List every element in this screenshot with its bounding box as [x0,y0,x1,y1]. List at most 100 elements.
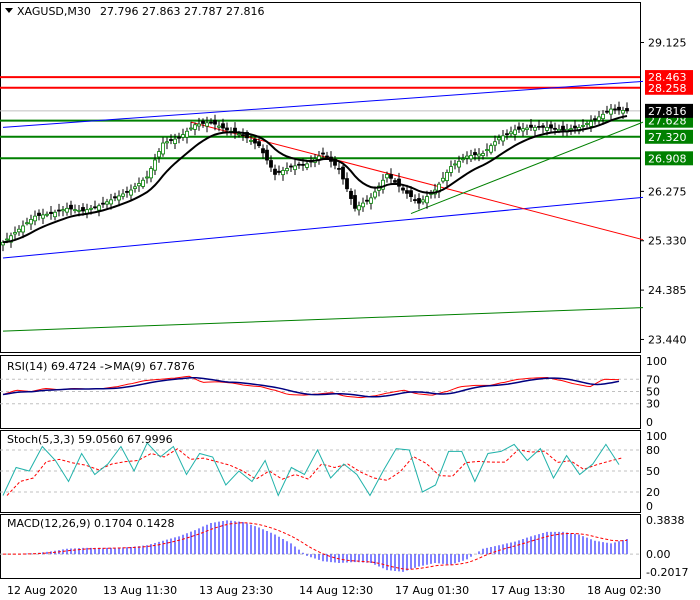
bull-candle [21,225,25,233]
bull-candle [25,222,29,225]
bear-candle [397,178,401,187]
bull-candle [497,137,501,141]
bear-candle [81,207,85,212]
bear-candle [261,148,265,154]
bull-candle [501,135,505,142]
bull-candle [45,213,49,216]
bear-candle [297,163,301,166]
bull-candle [609,108,613,115]
price-frame [0,2,641,353]
trendline [410,121,644,215]
bear-candle [169,139,173,141]
x-tick-label: 13 Aug 11:30 [103,584,177,597]
rsi-label: RSI(14) 69.4724 ->MA(9) 67.7876 [7,360,195,373]
bull-candle [373,191,377,198]
bear-candle [365,199,369,202]
bear-candle [321,152,325,155]
bear-candle [541,125,545,128]
bear-candle [213,119,217,125]
bull-candle [305,163,309,168]
bull-candle [33,215,37,222]
bull-candle [381,179,385,190]
bull-candle [421,199,425,203]
ohlc-label: 27.796 27.863 27.787 27.816 [100,5,264,18]
trendline [2,196,644,259]
bull-candle [73,209,77,212]
bull-candle [9,235,13,243]
bull-candle [557,128,561,132]
bull-candle [149,168,153,179]
x-tick-label: 18 Aug 02:30 [587,584,661,597]
bull-candle [385,173,389,179]
level-price-label-bg [645,80,693,95]
bear-candle [101,202,105,205]
stoch-label: Stoch(5,3,3) 59.0560 67.9996 [7,433,173,446]
macd-tick-label: -0.2017 [646,566,688,579]
bull-candle [293,165,297,171]
bear-candle [337,167,341,170]
bull-candle [121,193,125,197]
x-tick-label: 14 Aug 12:30 [299,584,373,597]
stoch-tick-label: 50 [646,465,660,478]
bear-candle [273,168,277,175]
bull-candle [493,141,497,146]
bull-candle [237,133,241,136]
bull-candle [129,189,133,196]
bull-candle [157,151,161,158]
bear-candle [341,166,345,180]
y-tick-label: 24.385 [648,284,687,297]
bull-candle [441,177,445,182]
bull-candle [189,127,193,130]
bull-candle [153,159,157,171]
bull-candle [469,155,473,160]
bull-candle [197,123,201,127]
bear-candle [69,204,73,210]
bear-candle [245,132,249,139]
bear-candle [617,106,621,111]
bull-candle [65,207,69,213]
y-tick-label: 23.440 [648,333,687,346]
bear-candle [537,125,541,128]
bull-candle [193,124,197,130]
level-price-label: 27.320 [648,131,687,144]
rsi-ma-line [2,376,620,398]
bull-candle [281,170,285,176]
macd-signal-line [3,522,628,570]
level-price-label-bg [645,70,693,85]
bull-candle [137,183,141,187]
bull-candle [621,110,625,114]
bull-candle [477,153,481,157]
bear-candle [353,195,357,209]
bull-candle [41,214,45,219]
level-price-label: 27.628 [648,115,687,128]
bull-candle [141,179,145,187]
bull-candle [97,205,101,211]
level-price-label-bg [645,129,693,144]
bull-candle [601,113,605,120]
bull-candle [165,141,169,144]
bull-candle [597,116,601,121]
bull-candle [13,232,17,235]
level-price-label-bg [645,151,693,166]
x-tick-label: 12 Aug 2020 [7,584,77,597]
bull-candle [249,140,253,142]
bull-candle [61,209,65,212]
bear-candle [549,124,553,129]
bear-candle [289,165,293,168]
bull-candle [369,197,373,204]
bear-candle [277,170,281,173]
bull-candle [589,121,593,127]
bear-candle [505,133,509,136]
current-price-label: 27.816 [648,105,687,118]
bear-candle [257,141,261,147]
x-tick-label: 17 Aug 01:30 [395,584,469,597]
bear-candle [201,120,205,124]
bear-candle [221,123,225,129]
bull-candle [145,176,149,179]
bear-candle [561,125,565,131]
bull-candle [509,131,513,135]
collapse-triangle-icon[interactable] [5,8,13,13]
bull-candle [485,149,489,151]
